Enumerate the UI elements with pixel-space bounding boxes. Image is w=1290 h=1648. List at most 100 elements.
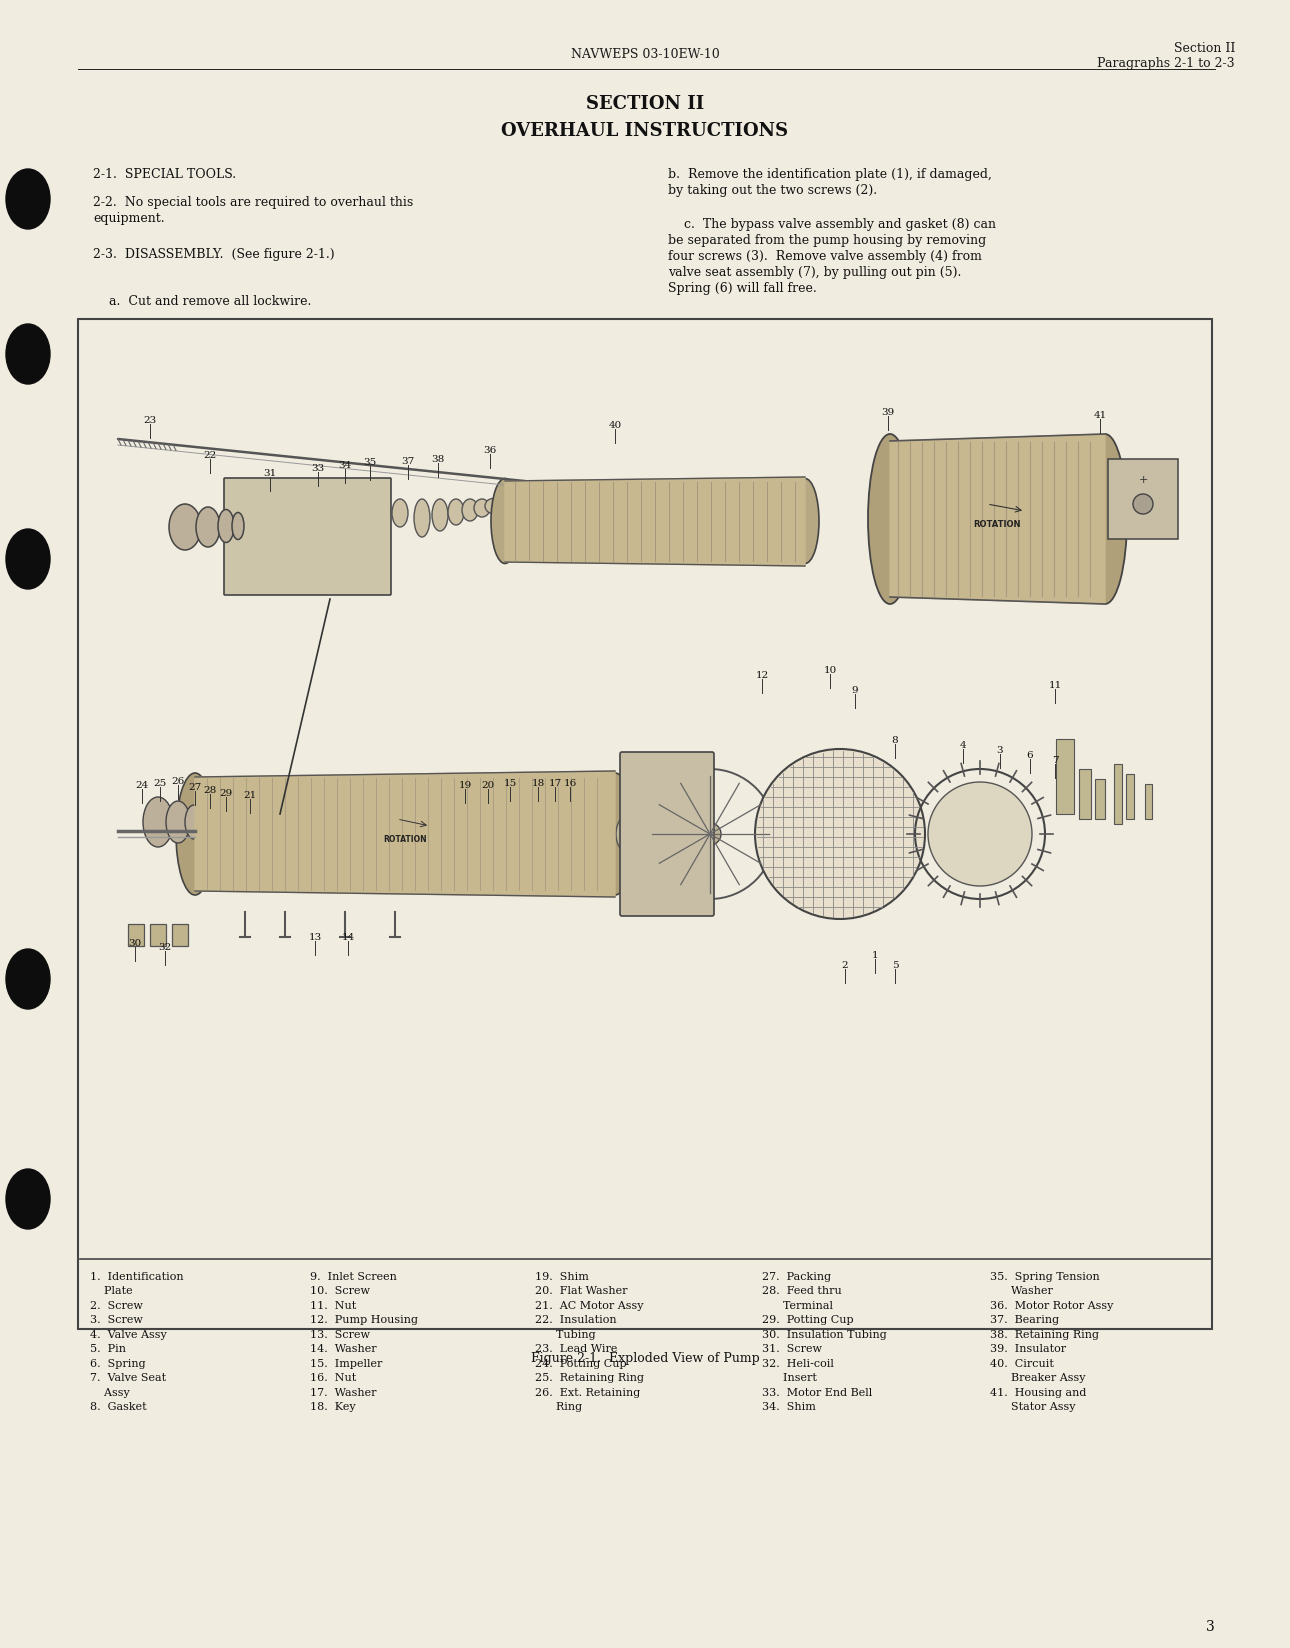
Text: 8: 8 [891,735,898,745]
Ellipse shape [685,829,694,842]
Text: 18.  Key: 18. Key [310,1402,356,1412]
Ellipse shape [1133,494,1153,514]
Text: 17.  Washer: 17. Washer [310,1388,377,1398]
Text: 9: 9 [851,686,858,694]
Text: 31: 31 [263,468,276,478]
Text: 27: 27 [188,783,201,791]
Text: 29: 29 [219,788,232,798]
Text: 15: 15 [503,778,516,788]
Text: 26.  Ext. Retaining: 26. Ext. Retaining [535,1388,640,1398]
Text: 20: 20 [481,781,494,789]
Text: 6: 6 [1027,750,1033,760]
Polygon shape [890,435,1106,605]
Text: 11: 11 [1049,681,1062,689]
Ellipse shape [414,499,430,537]
Ellipse shape [755,750,925,920]
Text: 20.  Flat Washer: 20. Flat Washer [535,1285,627,1295]
Ellipse shape [462,499,479,522]
Text: valve seat assembly (7), by pulling out pin (5).: valve seat assembly (7), by pulling out … [668,265,961,279]
Text: 35: 35 [364,458,377,466]
Bar [77,320,1213,1330]
Text: 33: 33 [311,463,325,473]
Text: Plate: Plate [90,1285,133,1295]
Ellipse shape [791,480,819,564]
Text: 25.  Retaining Ring: 25. Retaining Ring [535,1373,644,1383]
Text: 16: 16 [564,778,577,788]
Text: Section II: Section II [1174,41,1235,54]
Text: 1.  Identification: 1. Identification [90,1271,183,1280]
Text: 39.  Insulator: 39. Insulator [989,1343,1066,1353]
Text: Assy: Assy [90,1388,130,1398]
Ellipse shape [6,325,50,384]
Text: 14: 14 [342,933,355,941]
Text: 13: 13 [308,933,321,941]
Text: +: + [1138,475,1148,485]
Text: 25: 25 [154,778,166,788]
Text: Breaker Assy: Breaker Assy [989,1373,1085,1383]
Text: 40: 40 [609,420,622,430]
Text: 21: 21 [244,791,257,799]
Text: Insert: Insert [762,1373,817,1383]
Text: Washer: Washer [989,1285,1053,1295]
Text: 4.  Valve Assy: 4. Valve Assy [90,1330,166,1340]
Text: 28: 28 [204,786,217,794]
Ellipse shape [184,806,203,839]
Text: b.  Remove the identification plate (1), if damaged,: b. Remove the identification plate (1), … [668,168,992,181]
Text: 17: 17 [548,778,561,788]
Text: 11.  Nut: 11. Nut [310,1300,356,1310]
Text: equipment.: equipment. [93,213,165,224]
Ellipse shape [218,511,233,544]
Ellipse shape [473,499,490,517]
Text: be separated from the pump housing by removing: be separated from the pump housing by re… [668,234,987,247]
Text: 28.  Feed thru: 28. Feed thru [762,1285,842,1295]
FancyBboxPatch shape [224,478,391,595]
Ellipse shape [699,824,721,845]
Text: ROTATION: ROTATION [383,836,427,844]
Text: 33.  Motor End Bell: 33. Motor End Bell [762,1388,872,1398]
Text: 2-1.  SPECIAL TOOLS.: 2-1. SPECIAL TOOLS. [93,168,236,181]
Bar [128,925,144,946]
Bar [150,925,166,946]
Text: 10.  Screw: 10. Screw [310,1285,370,1295]
Text: 6.  Spring: 6. Spring [90,1358,146,1368]
Text: 37.  Bearing: 37. Bearing [989,1315,1059,1325]
Text: Tubing: Tubing [535,1330,596,1340]
Text: c.  The bypass valve assembly and gasket (8) can: c. The bypass valve assembly and gasket … [668,218,996,231]
Text: 7.  Valve Seat: 7. Valve Seat [90,1373,166,1383]
Ellipse shape [485,499,501,514]
Ellipse shape [491,480,519,564]
Ellipse shape [657,824,670,847]
Text: 30: 30 [129,938,142,948]
Text: by taking out the two screws (2).: by taking out the two screws (2). [668,185,877,196]
Text: 19.  Shim: 19. Shim [535,1271,588,1280]
Ellipse shape [617,816,639,852]
Text: 34.  Shim: 34. Shim [762,1402,815,1412]
Text: 32: 32 [159,943,172,951]
Text: 5.  Pin: 5. Pin [90,1343,126,1353]
Text: 23.  Lead Wire: 23. Lead Wire [535,1343,618,1353]
Ellipse shape [448,499,464,526]
Ellipse shape [928,783,1032,887]
Ellipse shape [672,827,682,844]
Text: 38.  Retaining Ring: 38. Retaining Ring [989,1330,1099,1340]
Text: 3: 3 [1206,1618,1215,1633]
Ellipse shape [143,798,173,847]
Text: four screws (3).  Remove valve assembly (4) from: four screws (3). Remove valve assembly (… [668,250,982,262]
Bar [172,925,188,946]
Bar [1126,775,1134,819]
Ellipse shape [6,949,50,1009]
Ellipse shape [166,801,190,844]
Ellipse shape [868,435,912,605]
Text: 41: 41 [1094,410,1107,420]
Text: 3.  Screw: 3. Screw [90,1315,143,1325]
Text: 9.  Inlet Screen: 9. Inlet Screen [310,1271,397,1280]
Text: 26: 26 [172,776,184,786]
Ellipse shape [169,504,201,550]
Text: 38: 38 [431,455,445,463]
Text: Paragraphs 2-1 to 2-3: Paragraphs 2-1 to 2-3 [1098,58,1235,69]
Text: 2-2.  No special tools are required to overhaul this: 2-2. No special tools are required to ov… [93,196,413,209]
Text: 10: 10 [823,666,837,674]
Text: Ring: Ring [535,1402,582,1412]
Text: 13.  Screw: 13. Screw [310,1330,370,1340]
Text: 16.  Nut: 16. Nut [310,1373,356,1383]
